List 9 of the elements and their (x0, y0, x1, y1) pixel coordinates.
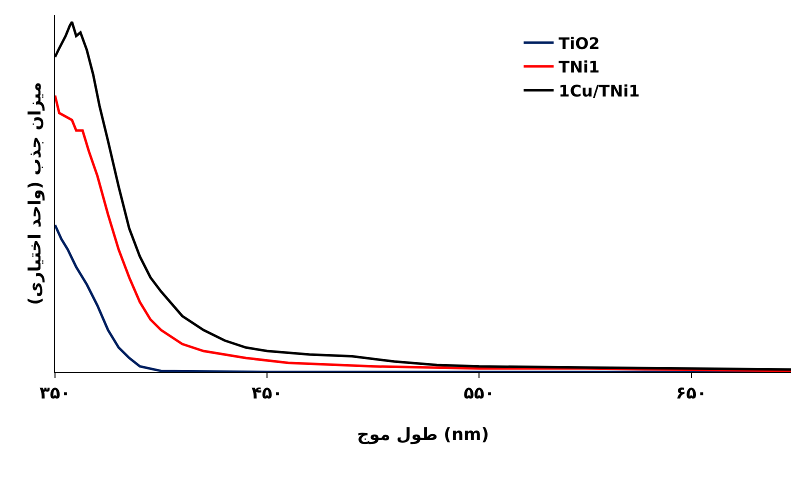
x-axis-title: طول موج (nm) (356, 424, 490, 445)
x-tick-label: ۳۵۰ (39, 383, 71, 404)
x-tick-label: ۴۵۰ (252, 383, 283, 404)
x-tick-label: ۶۵۰ (676, 383, 707, 404)
legend-label: TiO2 (558, 34, 600, 53)
y-axis-title: میزان جذب (واحد اختیاری) (26, 82, 46, 306)
legend-label: 1Cu/TNi1 (558, 81, 640, 100)
legend-label: TNi1 (558, 58, 600, 77)
x-tick-label: ۵۵۰ (464, 383, 495, 404)
